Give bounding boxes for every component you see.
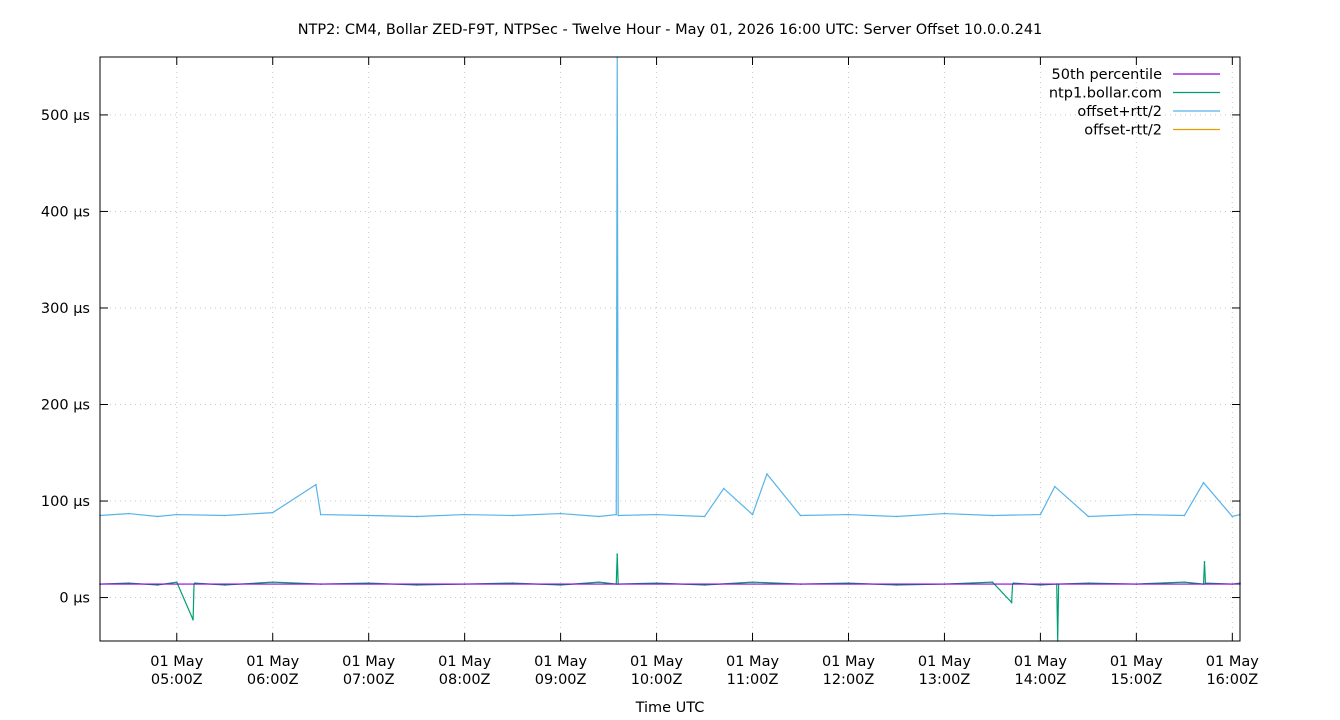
series-point xyxy=(192,618,194,621)
series-point xyxy=(1231,515,1234,518)
series-point xyxy=(598,581,600,583)
series-point xyxy=(615,513,618,516)
series-point xyxy=(847,513,850,516)
x-tick-label-date: 01 May xyxy=(1206,654,1259,670)
series-point xyxy=(367,514,370,517)
series-point xyxy=(1010,601,1013,604)
series-point xyxy=(463,513,466,516)
series-point xyxy=(319,513,322,516)
series-point xyxy=(511,514,514,517)
series-point xyxy=(1087,515,1090,518)
series-point xyxy=(722,487,725,490)
series-point xyxy=(895,515,898,518)
x-tick-label-time: 05:00Z xyxy=(151,672,203,688)
x-tick-label-date: 01 May xyxy=(438,654,491,670)
y-tick-label: 200 µs xyxy=(41,398,90,414)
series-point xyxy=(175,513,178,516)
legend-label: offset-rtt/2 xyxy=(1084,123,1162,139)
series-point xyxy=(271,581,274,583)
x-tick-label-time: 13:00Z xyxy=(919,672,971,688)
plot-border xyxy=(99,56,1241,642)
x-tick-label-date: 01 May xyxy=(534,654,587,670)
series-point xyxy=(156,515,159,518)
x-tick-label-time: 07:00Z xyxy=(343,672,395,688)
series-point xyxy=(991,581,994,583)
series-point xyxy=(1039,513,1042,516)
x-axis-label: Time UTC xyxy=(635,700,705,716)
y-tick-label: 500 µs xyxy=(41,108,90,124)
series-point xyxy=(315,483,317,486)
x-tick-label-time: 14:00Z xyxy=(1015,672,1067,688)
series-point xyxy=(1054,485,1056,488)
series-point xyxy=(943,512,946,515)
series-point xyxy=(991,514,994,517)
x-tick-label-date: 01 May xyxy=(150,654,203,670)
series-point xyxy=(1135,513,1138,516)
x-tick-label-time: 09:00Z xyxy=(535,672,587,688)
series-point xyxy=(703,515,706,518)
legend-label: 50th percentile xyxy=(1052,67,1163,83)
x-tick-label-date: 01 May xyxy=(822,654,875,670)
x-tick-label-time: 16:00Z xyxy=(1206,672,1258,688)
series-point xyxy=(751,513,754,516)
series-point xyxy=(1183,581,1186,583)
series-point xyxy=(415,515,418,518)
x-tick-label-time: 10:00Z xyxy=(631,672,683,688)
series-point xyxy=(799,514,802,517)
series-point xyxy=(271,511,274,514)
y-tick-label: 300 µs xyxy=(41,301,90,317)
series-point xyxy=(223,514,226,517)
x-tick-label-date: 01 May xyxy=(1014,654,1067,670)
series-point xyxy=(175,581,178,583)
series-point xyxy=(616,553,619,555)
y-tick-label: 400 µs xyxy=(41,204,90,220)
series-point xyxy=(1203,561,1206,563)
axis-ticks: 0 µs 100 µs 200 µs 300 µs 400 µs 500 µs 01 May… xyxy=(41,57,1259,688)
x-tick-label-date: 01 May xyxy=(1110,654,1163,670)
series-point xyxy=(127,512,130,515)
series-point xyxy=(751,581,754,583)
series-point xyxy=(1202,481,1205,484)
x-tick-label-time: 12:00Z xyxy=(823,672,875,688)
x-tick-label-date: 01 May xyxy=(246,654,299,670)
y-tick-label: 100 µs xyxy=(41,494,90,510)
x-tick-label-date: 01 May xyxy=(630,654,683,670)
series-point xyxy=(559,512,562,515)
x-tick-label-date: 01 May xyxy=(918,654,971,670)
legend: 50th percentile ntp1.bollar.com offset+rtt… xyxy=(1049,67,1220,139)
series-point xyxy=(655,513,658,516)
legend-label: ntp1.bollar.com xyxy=(1049,86,1162,102)
x-tick-label-time: 06:00Z xyxy=(247,672,299,688)
legend-label: offset+rtt/2 xyxy=(1077,104,1162,120)
series-point xyxy=(617,514,619,517)
chart-title: NTP2: CM4, Bollar ZED-F9T, NTPSec - Twel… xyxy=(298,22,1043,38)
x-tick-label-time: 15:00Z xyxy=(1110,672,1162,688)
series-point xyxy=(598,515,600,518)
series-point xyxy=(766,473,768,475)
x-tick-label-time: 08:00Z xyxy=(439,672,491,688)
y-tick-label: 0 µs xyxy=(59,591,90,607)
x-tick-label-date: 01 May xyxy=(342,654,395,670)
series-point xyxy=(1183,514,1186,517)
x-tick-label-date: 01 May xyxy=(726,654,779,670)
x-tick-label-time: 11:00Z xyxy=(727,672,779,688)
